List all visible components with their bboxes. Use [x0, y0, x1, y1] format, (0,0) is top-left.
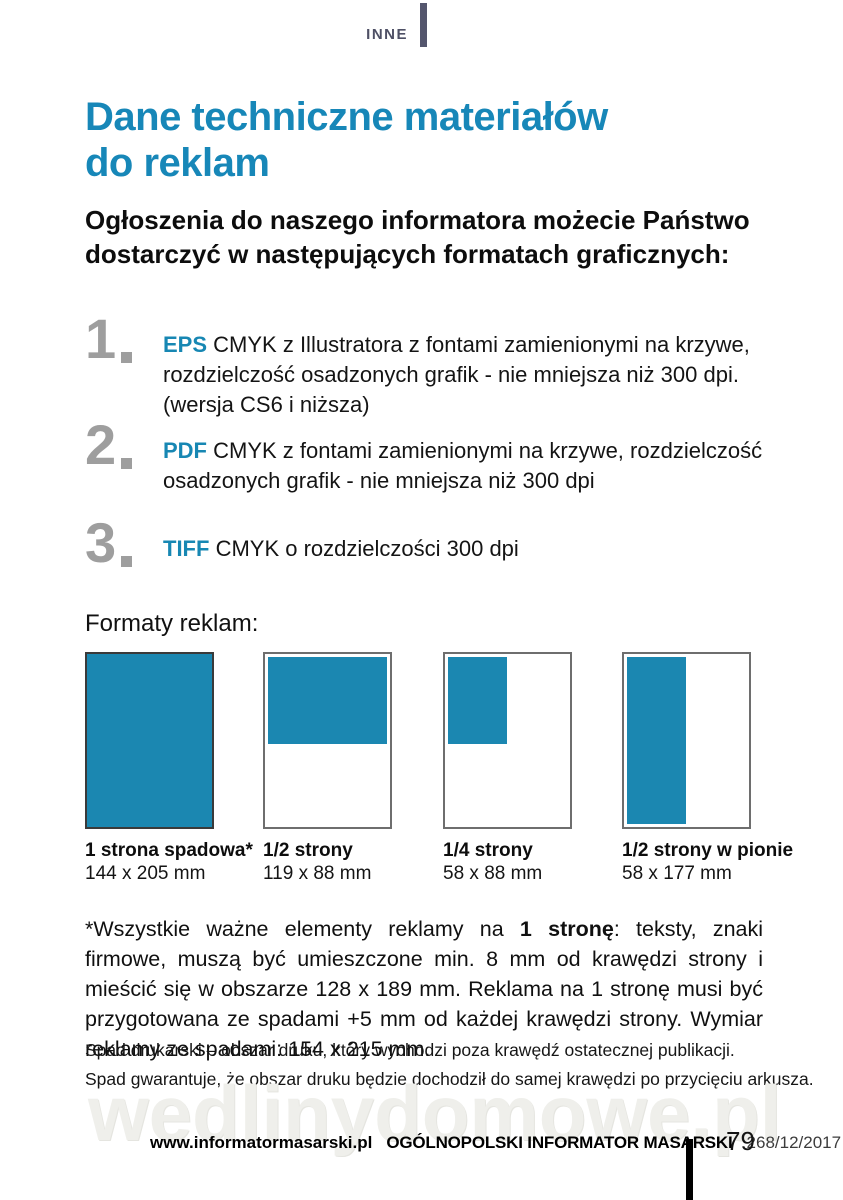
format-description: CMYK z Illustratora z fontami zamieniony… [163, 332, 750, 417]
list-number: 2 [85, 413, 117, 476]
list-item-text: TIFF CMYK o rozdzielczości 300 dpi [163, 534, 783, 570]
format-code: TIFF [163, 536, 210, 561]
footnote-prefix: *Wszystkie ważne elementy reklamy na [85, 917, 520, 941]
full-page-diagram [85, 652, 214, 829]
format-card-half-page: 1/2 strony 119 x 88 mm [263, 652, 392, 886]
footnote-paragraph: *Wszystkie ważne elementy reklamy na 1 s… [85, 914, 763, 1064]
list-number: 3 [85, 511, 117, 574]
format-description: CMYK z fontami zamienionymi na krzywe, r… [163, 438, 763, 493]
format-size: 58 x 177 mm [622, 863, 732, 884]
list-item-text: EPS CMYK z Illustratora z fontami zamien… [163, 330, 783, 420]
footer-divider-bar [686, 1139, 693, 1200]
footer-publication-name: OGÓLNOPOLSKI INFORMATOR MASARSKI [386, 1133, 733, 1152]
square-bullet-icon [121, 556, 133, 567]
format-size: 58 x 88 mm [443, 863, 543, 884]
vertical-half-diagram [622, 652, 751, 829]
square-bullet-icon [121, 352, 133, 363]
note-bleed-guarantee: Spad gwarantuje, że obszar druku będzie … [85, 1069, 814, 1089]
footnote-suffix: : teksty, znaki firmowe, muszą być umies… [85, 917, 764, 1061]
format-card-full-page: 1 strona spadowa* 144 x 205 mm [85, 652, 253, 886]
half-page-diagram [263, 652, 392, 829]
format-name: 1/4 strony [443, 840, 533, 861]
formats-heading: Formaty reklam: [85, 610, 259, 637]
footer-website: www.informatormasarski.pl [150, 1133, 373, 1152]
list-item-eps: 1 EPS CMYK z Illustratora z fontami zami… [85, 307, 783, 420]
page-title: Dane techniczne materiałów do reklam [85, 94, 608, 186]
list-number-block: 2 [85, 413, 141, 496]
format-card-quarter-page: 1/4 strony 58 x 88 mm [443, 652, 572, 886]
square-bullet-icon [121, 458, 133, 469]
list-item-pdf: 2 PDF CMYK z fontami zamienionymi na krz… [85, 413, 783, 496]
format-size: 144 x 205 mm [85, 863, 206, 884]
footer: www.informatormasarski.pl OGÓLNOPOLSKI I… [150, 1133, 841, 1153]
footnote-bold: 1 stronę [519, 917, 614, 941]
page-title-line2: do reklam [85, 141, 270, 185]
format-name: 1 strona spadowa* [85, 840, 253, 861]
list-number: 1 [85, 307, 117, 370]
intro-paragraph: Ogłoszenia do naszego informatora możeci… [85, 205, 750, 269]
page-number: 79 [726, 1126, 755, 1156]
vertical-half-fill [627, 657, 686, 824]
quarter-page-diagram [443, 652, 572, 829]
header-divider-bar [420, 3, 427, 47]
quarter-page-fill [448, 657, 507, 744]
list-item-tiff: 3 TIFF CMYK o rozdzielczości 300 dpi [85, 511, 783, 574]
footer-issue-number: 268/12/2017 [746, 1133, 842, 1152]
half-page-fill [268, 657, 387, 744]
format-name: 1/2 strony w pionie [622, 840, 794, 861]
section-label: INNE [366, 26, 408, 43]
list-number-block: 3 [85, 511, 141, 574]
watermark-text: wedlinydomowe.pl [88, 1069, 782, 1157]
format-code: EPS [163, 332, 208, 357]
format-name: 1/2 strony [263, 840, 353, 861]
note-bleed-definition: Spad drukarski – obszar druku, który wyc… [85, 1040, 735, 1060]
format-size: 119 x 88 mm [263, 863, 372, 884]
format-description: CMYK o rozdzielczości 300 dpi [215, 536, 519, 561]
format-code: PDF [163, 438, 207, 463]
list-number-block: 1 [85, 307, 141, 420]
list-item-text: PDF CMYK z fontami zamienionymi na krzyw… [163, 436, 783, 496]
page-title-line1: Dane techniczne materiałów [85, 95, 608, 139]
format-card-vertical-half: 1/2 strony w pionie 58 x 177 mm [622, 652, 793, 886]
